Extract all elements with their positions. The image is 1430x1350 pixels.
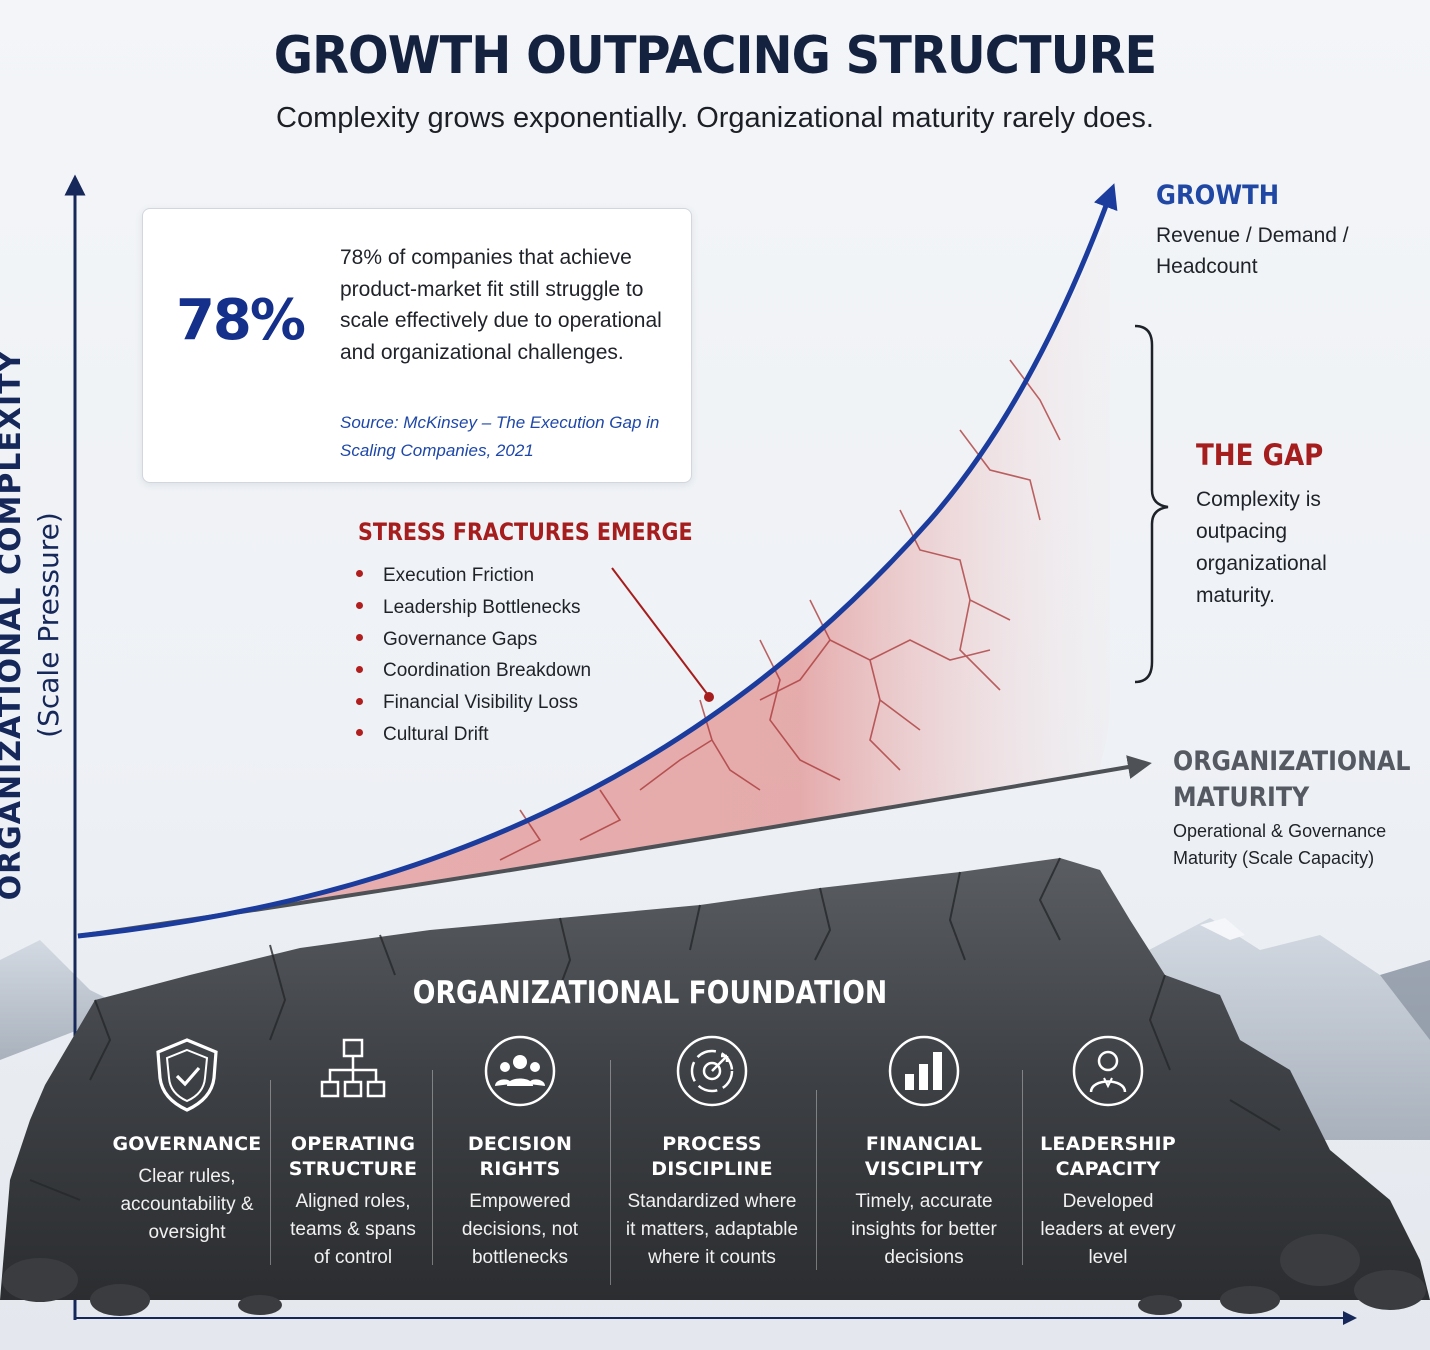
pillar-desc: Empowered decisions, not bottlenecks [461,1191,579,1268]
pillar-operating-structure: OPERATING STRUCTURE Aligned roles, teams… [284,1034,422,1272]
bullet-icon [356,570,363,578]
stat-source: Source: McKinsey – The Execution Gap in … [340,413,660,460]
pillar-name: PROCESS DISCIPLINE [651,1133,773,1180]
pillar-divider [1022,1070,1023,1265]
pillar-leadership: LEADERSHIP CAPACITY Developed leaders at… [1034,1034,1182,1272]
stress-title: STRESS FRACTURES EMERGE [358,518,693,546]
bullet-icon [356,665,363,673]
org-chart-icon [316,1034,390,1108]
pillar-divider [610,1060,611,1285]
pillar-desc: Developed leaders at every level [1040,1191,1176,1268]
maturity-sublabel: Operational & Governance Maturity (Scale… [1173,821,1387,868]
pillar-decision-rights: DECISION RIGHTS Empowered decisions, not… [446,1034,594,1272]
leader-icon [1071,1034,1145,1108]
gap-bracket [1134,324,1169,684]
pillar-name: OPERATING STRUCTURE [288,1133,418,1180]
pillar-divider [816,1090,817,1270]
maturity-label: ORGANIZATIONAL MATURITY [1173,746,1411,813]
page-subtitle: Complexity grows exponentially. Organiza… [276,102,1154,134]
pillar-divider [432,1070,433,1265]
pillar-name: LEADERSHIP CAPACITY [1040,1133,1176,1180]
stress-item: Leadership Bottlenecks [356,592,591,624]
y-axis-subtitle: (Scale Pressure) [32,512,65,738]
target-cycle-icon [675,1034,749,1108]
stress-item: Financial Visibility Loss [356,687,591,719]
foundation-title: ORGANIZATIONAL FOUNDATION [412,975,888,1011]
stat-text: 78% of companies that achieve product-ma… [340,246,662,364]
pillar-name: DECISION RIGHTS [467,1133,573,1180]
bullet-icon [356,602,363,610]
y-axis-label: ORGANIZATIONAL COMPLEXITY (Scale Pressur… [0,325,83,925]
pillar-desc: Standardized where it matters, adaptable… [625,1191,799,1268]
bar-chart-icon [887,1034,961,1108]
pillar-desc: Aligned roles, teams & spans of control [290,1191,416,1268]
stress-item: Execution Friction [356,560,591,592]
pillar-financial: FINANCIAL VISCIPLITY Timely, accurate in… [836,1034,1012,1272]
stress-item: Cultural Drift [356,719,591,751]
y-axis-title: ORGANIZATIONAL COMPLEXITY [0,349,28,901]
gap-sublabel: Complexity is outpacing organizational m… [1196,488,1327,607]
page-title: GROWTH OUTPACING STRUCTURE [273,26,1157,86]
pillar-governance: GOVERNANCE Clear rules, accountability &… [106,1034,268,1247]
shield-check-icon [150,1034,224,1112]
stat-card [142,208,692,483]
stress-list: Execution Friction Leadership Bottleneck… [356,560,591,751]
pillar-process-discipline: PROCESS DISCIPLINE Standardized where it… [624,1034,800,1272]
stress-item: Coordination Breakdown [356,655,591,687]
gap-label: THE GAP [1196,438,1324,472]
pillar-desc: Clear rules, accountability & oversight [120,1166,254,1243]
gap-area [78,215,1110,936]
stress-item: Governance Gaps [356,624,591,656]
people-group-icon [483,1034,557,1108]
pillar-name: FINANCIAL VISCIPLITY [864,1133,984,1180]
stat-percent: 78% [175,288,306,353]
bullet-icon [356,634,363,642]
growth-sublabel: Revenue / Demand / Headcount [1156,224,1349,278]
pillar-name: GOVERNANCE [112,1133,262,1155]
growth-label: GROWTH [1156,180,1280,211]
bullet-icon [356,729,363,737]
pillar-desc: Timely, accurate insights for better dec… [851,1191,997,1268]
bullet-icon [356,697,363,705]
pillar-divider [270,1080,271,1265]
stress-pointer-line [611,567,709,696]
growth-curve [77,183,1118,939]
stress-pointer-dot [704,692,714,702]
